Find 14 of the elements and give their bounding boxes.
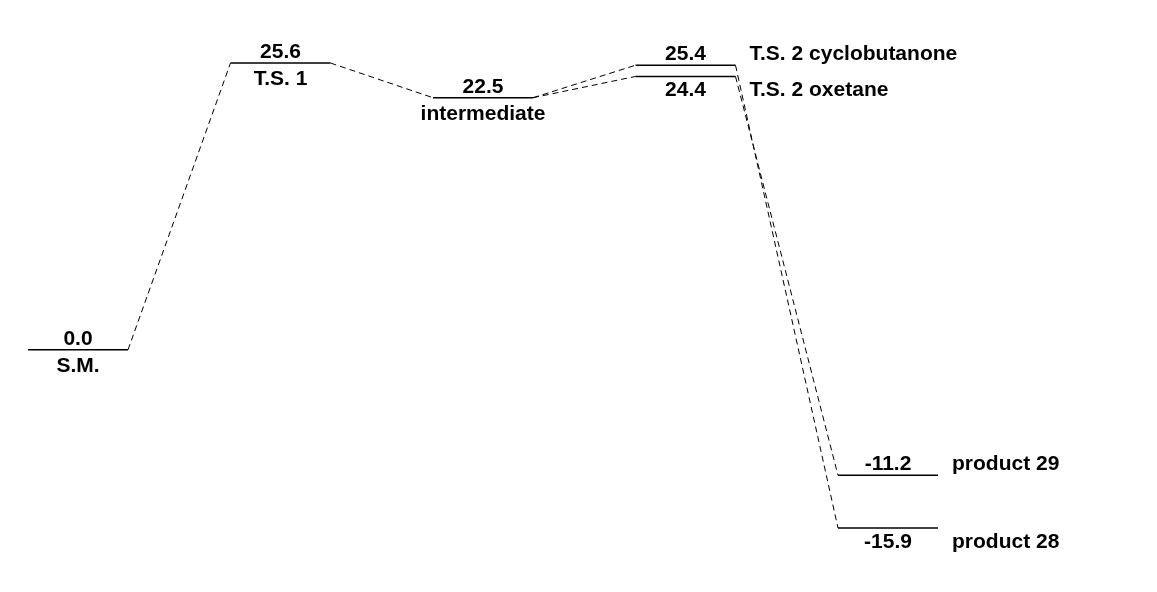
data-label: 25.6 xyxy=(260,39,301,62)
data-label: 22.5 xyxy=(462,73,504,97)
data-label: 24.4 xyxy=(665,77,707,101)
data-label: -11.2 xyxy=(864,451,912,475)
category-label: T.S. 2 oxetane xyxy=(749,77,889,101)
category-label: T.S. 1 xyxy=(253,66,308,89)
category-label: product 29 xyxy=(952,451,1060,475)
category-label: intermediate xyxy=(420,100,546,124)
data-label: 0.0 xyxy=(63,325,93,349)
data-label: 25.4 xyxy=(665,41,707,65)
category-label: T.S. 2 cyclobutanone xyxy=(749,41,958,65)
data-label: -15.9 xyxy=(864,529,912,552)
category-label: product 28 xyxy=(952,529,1060,552)
category-label: S.M. xyxy=(56,352,100,376)
